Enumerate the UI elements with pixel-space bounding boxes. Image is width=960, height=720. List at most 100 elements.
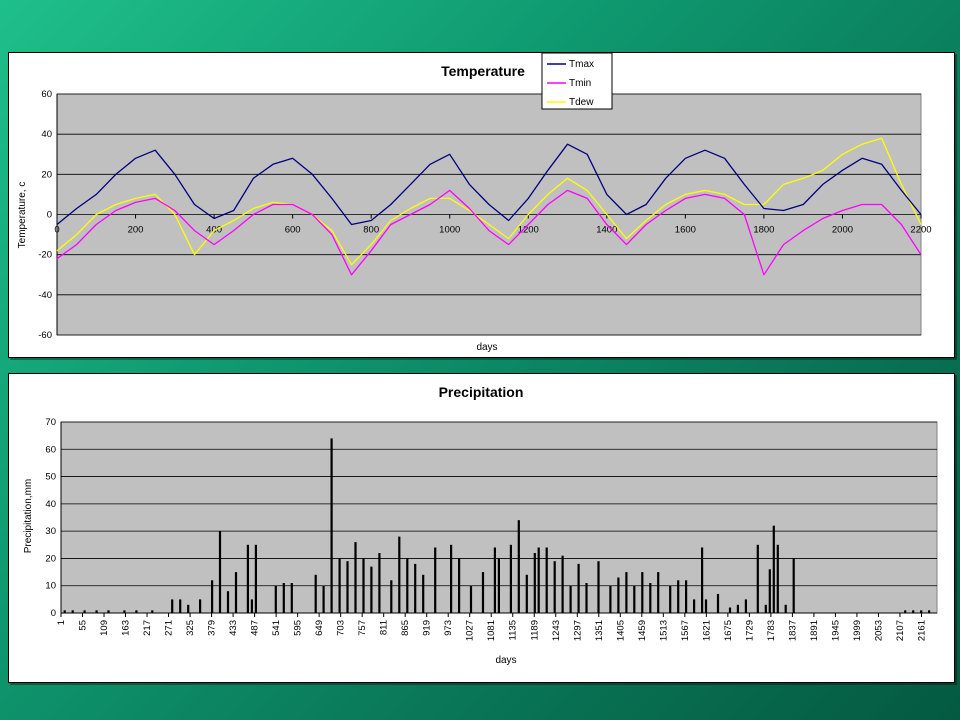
temperature-x-tick-label: 600 xyxy=(285,225,301,236)
precipitation-bar xyxy=(704,599,708,613)
precipitation-x-tick-label: 487 xyxy=(250,620,261,636)
precipitation-x-tick-label: 325 xyxy=(185,620,196,636)
precipitation-bar xyxy=(290,583,293,613)
precipitation-x-tick-label: 433 xyxy=(228,620,239,636)
precipitation-bar xyxy=(701,547,704,613)
temperature-series-tdew xyxy=(56,137,922,266)
precipitation-bar xyxy=(677,580,680,613)
precipitation-bar xyxy=(756,544,759,613)
precipitation-bar xyxy=(398,536,401,613)
precipitation-x-tick-label: 1 xyxy=(56,620,67,625)
precipitation-x-tick-label: 2053 xyxy=(873,620,884,641)
precipitation-bar xyxy=(792,558,795,613)
precipitation-x-tick-label: 1405 xyxy=(615,620,626,641)
precipitation-bar xyxy=(517,520,520,613)
precipitation-bar xyxy=(250,599,253,613)
temperature-x-axis-label: days xyxy=(476,342,497,353)
precipitation-bar xyxy=(458,558,461,613)
precipitation-x-tick-label: 865 xyxy=(400,620,411,636)
precipitation-bar xyxy=(920,610,923,613)
precipitation-x-tick-label: 649 xyxy=(314,620,325,636)
precipitation-bar xyxy=(693,599,696,613)
precipitation-plot-area: 0 10 20 30 40 50 60 70 1 55 109 163 217 271 325 379 433 4… xyxy=(45,417,938,641)
precipitation-x-tick-label: 1729 xyxy=(744,620,755,641)
precipitation-bar xyxy=(545,547,548,613)
precipitation-chart: Precipitation 0 10 20 30 40 50 60 70 1 55 109 163 21… xyxy=(23,384,938,666)
precipitation-bar xyxy=(577,563,580,613)
precipitation-bar xyxy=(354,542,357,613)
legend-label-tmin: Tmin xyxy=(569,78,591,89)
precipitation-bar xyxy=(218,531,222,613)
precipitation-bar xyxy=(123,610,126,613)
precipitation-bar xyxy=(63,610,66,613)
precipitation-bar xyxy=(633,585,636,613)
precipitation-x-tick-label: 541 xyxy=(271,620,282,636)
temperature-x-tick-label: 0 xyxy=(54,225,59,236)
precipitation-bar xyxy=(171,599,174,613)
precipitation-bar xyxy=(211,580,214,613)
precipitation-y-tick-label: 40 xyxy=(45,499,56,510)
precipitation-bar xyxy=(378,553,381,613)
temperature-x-tick-label: 2000 xyxy=(832,225,853,236)
precipitation-bar xyxy=(362,558,365,613)
precipitation-x-tick-label: 217 xyxy=(142,620,153,636)
precipitation-y-axis-label: Precipitation,mm xyxy=(23,479,34,553)
precipitation-x-tick-label: 595 xyxy=(293,620,304,636)
precipitation-x-tick-label: 379 xyxy=(207,620,218,636)
precipitation-chart-panel: Precipitation 0 10 20 30 40 50 60 70 1 55 109 163 21… xyxy=(8,373,955,683)
precipitation-x-tick-label: 1189 xyxy=(529,620,540,640)
precipitation-x-tick-label: 1513 xyxy=(658,620,669,641)
precipitation-bar xyxy=(625,572,628,613)
legend-label-tdew: Tdew xyxy=(569,97,594,108)
precipitation-x-axis-label: days xyxy=(495,655,516,666)
precipitation-bar xyxy=(912,610,915,613)
precipitation-bar xyxy=(370,566,373,613)
precipitation-bar xyxy=(226,591,230,613)
temperature-x-tick-label: 1200 xyxy=(518,225,539,236)
precipitation-bar xyxy=(338,558,341,613)
temperature-x-tick-label: 1000 xyxy=(439,225,460,236)
precipitation-x-tick-label: 1459 xyxy=(637,620,648,641)
precipitation-y-tick-label: 0 xyxy=(51,608,56,619)
precipitation-bar xyxy=(234,572,238,613)
precipitation-bar xyxy=(246,544,249,613)
precipitation-bar xyxy=(450,544,453,613)
temperature-x-tick-label: 1600 xyxy=(675,225,696,236)
precipitation-y-tick-label: 30 xyxy=(45,526,56,537)
temperature-legend: Tmax Tmin Tdew xyxy=(541,53,613,110)
temperature-y-axis-label: Temperature, c xyxy=(17,182,28,249)
precipitation-bar xyxy=(525,574,528,613)
precipitation-bar xyxy=(481,572,485,613)
temperature-chart-title: Temperature xyxy=(441,63,525,79)
precipitation-bar xyxy=(904,610,907,613)
precipitation-x-tick-label: 811 xyxy=(379,620,390,635)
precipitation-bar xyxy=(282,583,285,613)
precipitation-bar xyxy=(597,561,600,613)
precipitation-bar xyxy=(314,574,317,613)
precipitation-bar xyxy=(561,555,564,613)
precipitation-y-tick-label: 50 xyxy=(45,472,56,483)
precipitation-x-tick-label: 1135 xyxy=(508,620,519,640)
precipitation-bar xyxy=(669,585,672,613)
precipitation-bar xyxy=(641,572,644,613)
temperature-series-tmax xyxy=(56,143,922,226)
temperature-y-tick-label: 60 xyxy=(41,89,52,100)
precipitation-bar xyxy=(657,572,660,613)
precipitation-bar xyxy=(553,561,556,613)
precipitation-bar xyxy=(509,544,512,613)
precipitation-bar xyxy=(199,599,202,613)
precipitation-bar xyxy=(83,610,86,613)
temperature-x-tick-label: 800 xyxy=(363,225,379,236)
precipitation-x-tick-label: 703 xyxy=(336,620,347,636)
precipitation-bar xyxy=(179,599,182,613)
precipitation-bar xyxy=(469,585,473,613)
temperature-chart-panel: Temperature -60 -40 -20 0 20 40 60 0 200 400 600 80… xyxy=(8,52,955,358)
precipitation-bar xyxy=(537,547,540,613)
precipitation-x-tick-label: 1783 xyxy=(766,620,777,641)
precipitation-bar xyxy=(434,547,437,613)
precipitation-bar xyxy=(497,558,500,613)
precipitation-bar xyxy=(346,561,349,613)
temperature-legend-box xyxy=(541,53,613,110)
legend-label-tmax: Tmax xyxy=(569,59,594,70)
